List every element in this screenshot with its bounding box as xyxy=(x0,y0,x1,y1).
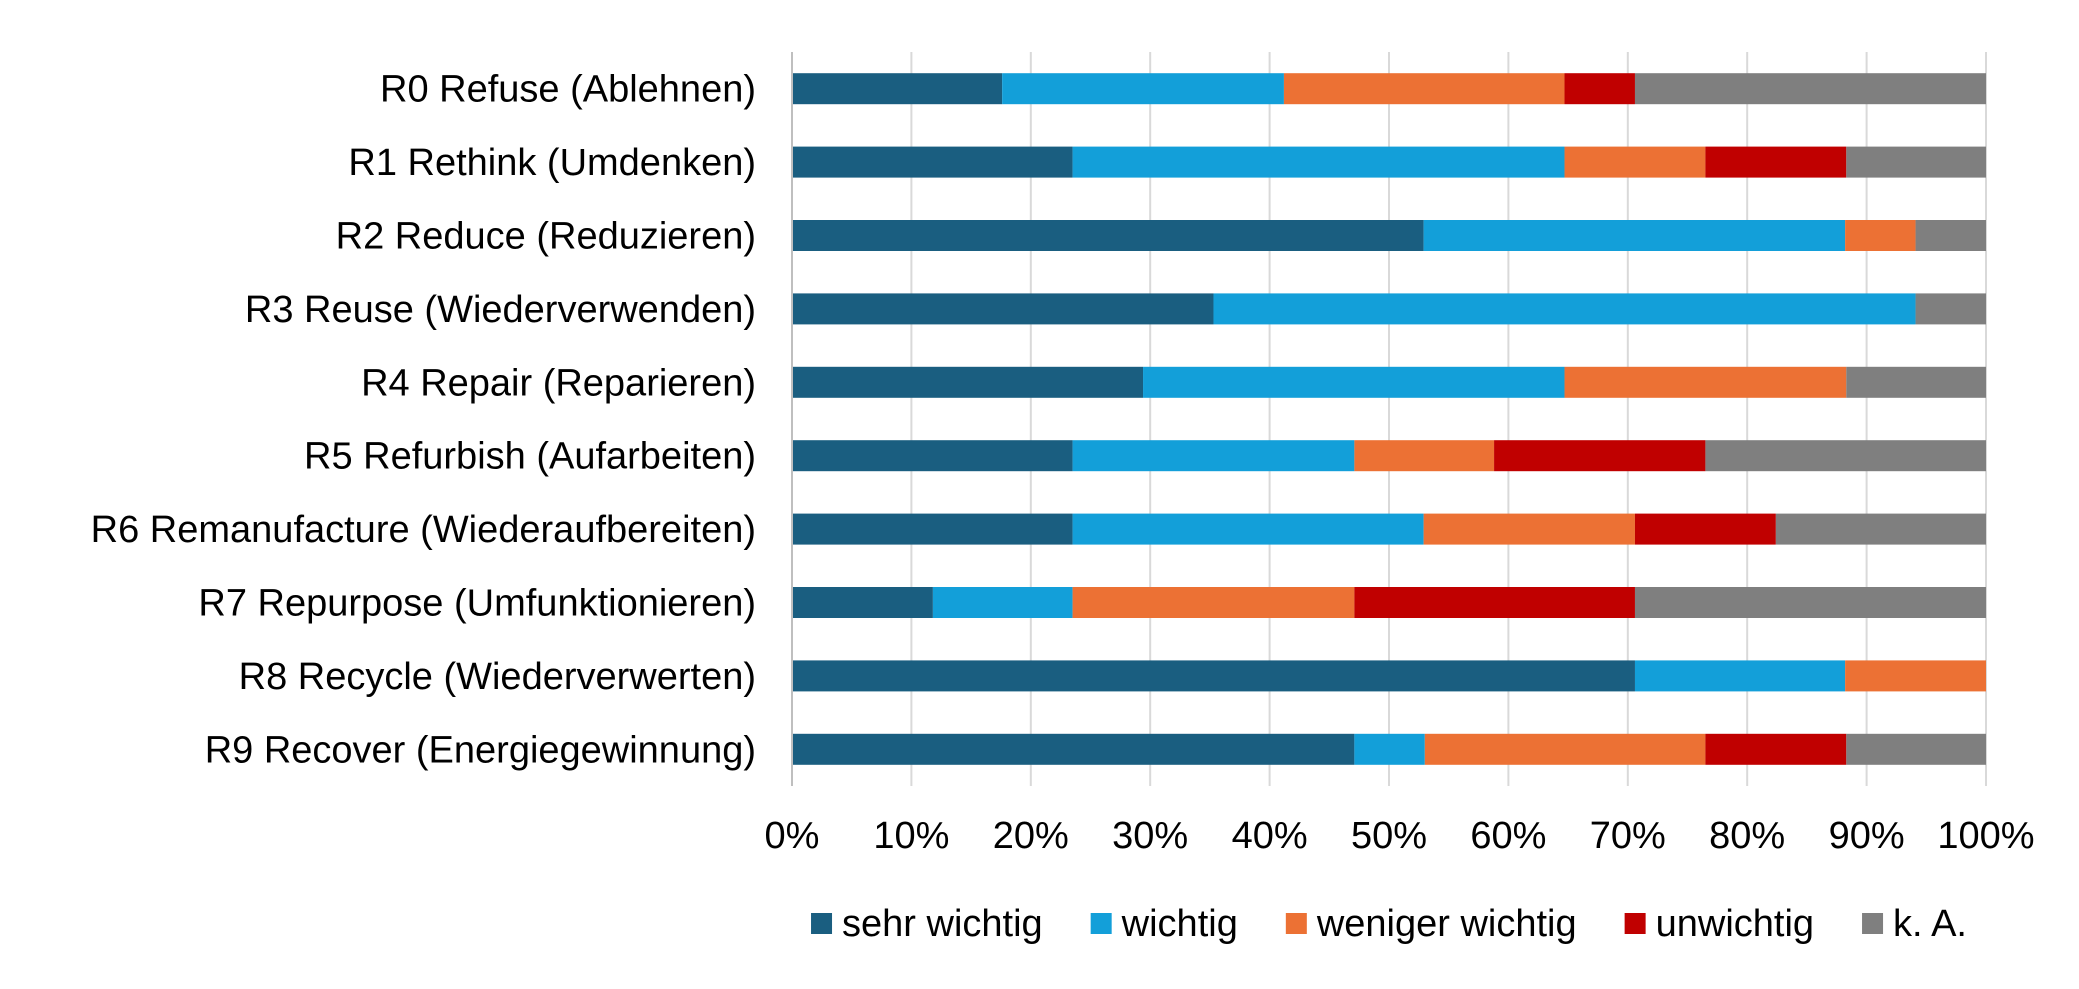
category-label: R5 Refurbish (Aufarbeiten) xyxy=(304,436,756,478)
category-label: R8 Recycle (Wiederverwerten) xyxy=(239,656,756,698)
x-tick-label: 80% xyxy=(1709,815,1785,857)
bar-segment xyxy=(932,587,1073,618)
bar-segment xyxy=(1213,293,1916,325)
x-tick-labels: 0% 10% 20% 30% 40% 50% 60% 70% 80% 90% 100% xyxy=(765,815,2035,857)
bars xyxy=(792,73,1986,765)
legend-swatch xyxy=(1862,913,1884,934)
legend-label: unwichtig xyxy=(1656,903,1814,945)
bar-segment xyxy=(1354,587,1635,618)
category-label: R1 Rethink (Umdenken) xyxy=(348,142,756,184)
legend: sehr wichtig wichtig weniger wichtig unwich… xyxy=(811,903,1967,945)
bar-segment xyxy=(792,733,1355,765)
bar-segment xyxy=(1634,73,1986,105)
bar-segment xyxy=(792,660,1635,692)
bar-segment xyxy=(1423,513,1635,545)
bar-segment xyxy=(1846,146,1986,178)
legend-swatch xyxy=(811,913,833,934)
bar-segment xyxy=(1705,440,1986,472)
bar-segment xyxy=(1072,146,1565,178)
x-tick-label: 0% xyxy=(765,815,820,857)
bar-segment xyxy=(1915,293,1986,325)
bar-segment xyxy=(1845,220,1916,251)
legend-item: sehr wichtig xyxy=(811,903,1043,945)
bar-segment xyxy=(1634,660,1846,692)
bar-segment xyxy=(1634,587,1986,618)
bar-segment xyxy=(1424,733,1706,765)
bar-segment xyxy=(1846,366,1986,398)
x-tick-label: 20% xyxy=(993,815,1069,857)
x-tick-label: 90% xyxy=(1829,815,1905,857)
x-tick-label: 40% xyxy=(1232,815,1308,857)
bar-segment xyxy=(1283,73,1565,105)
x-tick-label: 100% xyxy=(1937,815,2034,857)
category-label: R3 Reuse (Wiederverwenden) xyxy=(245,289,756,331)
bar-segment xyxy=(1423,220,1846,251)
bar-segment xyxy=(1705,733,1847,765)
legend-label: k. A. xyxy=(1893,903,1967,945)
bar-segment xyxy=(1143,366,1565,398)
bar-segment xyxy=(1494,440,1706,472)
legend-label: wichtig xyxy=(1121,903,1238,945)
legend-swatch xyxy=(1624,913,1646,934)
category-label: R2 Reduce (Reduzieren) xyxy=(336,216,756,258)
legend-label: sehr wichtig xyxy=(842,903,1043,945)
legend-item: unwichtig xyxy=(1624,903,1814,945)
x-tick-label: 70% xyxy=(1590,815,1666,857)
category-label: R7 Repurpose (Umfunktionieren) xyxy=(198,583,756,625)
bar-segment xyxy=(1072,440,1355,472)
bar-segment xyxy=(792,587,933,618)
bar-segment xyxy=(1072,513,1424,545)
category-label: R9 Recover (Energiegewinnung) xyxy=(205,729,756,771)
legend-item: weniger wichtig xyxy=(1285,903,1577,945)
bar-segment xyxy=(1775,513,1986,545)
legend-item: wichtig xyxy=(1090,903,1238,945)
bar-segment xyxy=(792,293,1214,325)
bar-segment xyxy=(1564,146,1706,178)
category-label: R0 Refuse (Ablehnen) xyxy=(380,69,756,111)
bar-segment xyxy=(1845,660,1986,692)
category-labels: R0 Refuse (Ablehnen) R1 Rethink (Umdenken… xyxy=(91,69,756,772)
legend-swatch xyxy=(1090,913,1112,934)
bar-segment xyxy=(1354,440,1495,472)
legend-swatch xyxy=(1285,913,1307,934)
bar-segment xyxy=(1846,733,1986,765)
legend-label: weniger wichtig xyxy=(1316,903,1577,945)
category-label: R6 Remanufacture (Wiederaufbereiten) xyxy=(91,509,756,551)
bar-segment xyxy=(1354,733,1425,765)
bar-segment xyxy=(1002,73,1284,105)
bar-segment xyxy=(792,440,1073,472)
x-tick-label: 30% xyxy=(1112,815,1188,857)
x-tick-label: 10% xyxy=(873,815,949,857)
bar-segment xyxy=(1072,587,1355,618)
bar-segment xyxy=(1564,366,1847,398)
x-tick-label: 50% xyxy=(1351,815,1427,857)
bar-segment xyxy=(792,366,1144,398)
bar-segment xyxy=(792,146,1073,178)
bar-segment xyxy=(792,220,1424,251)
bar-segment xyxy=(1564,73,1635,105)
bar-segment xyxy=(1634,513,1776,545)
bar-segment xyxy=(792,513,1073,545)
legend-item: k. A. xyxy=(1862,903,1967,945)
x-tick-label: 60% xyxy=(1470,815,1546,857)
bar-segment xyxy=(1915,220,1986,251)
category-label: R4 Repair (Reparieren) xyxy=(361,362,756,404)
bar-segment xyxy=(792,73,1003,105)
bar-segment xyxy=(1705,146,1847,178)
